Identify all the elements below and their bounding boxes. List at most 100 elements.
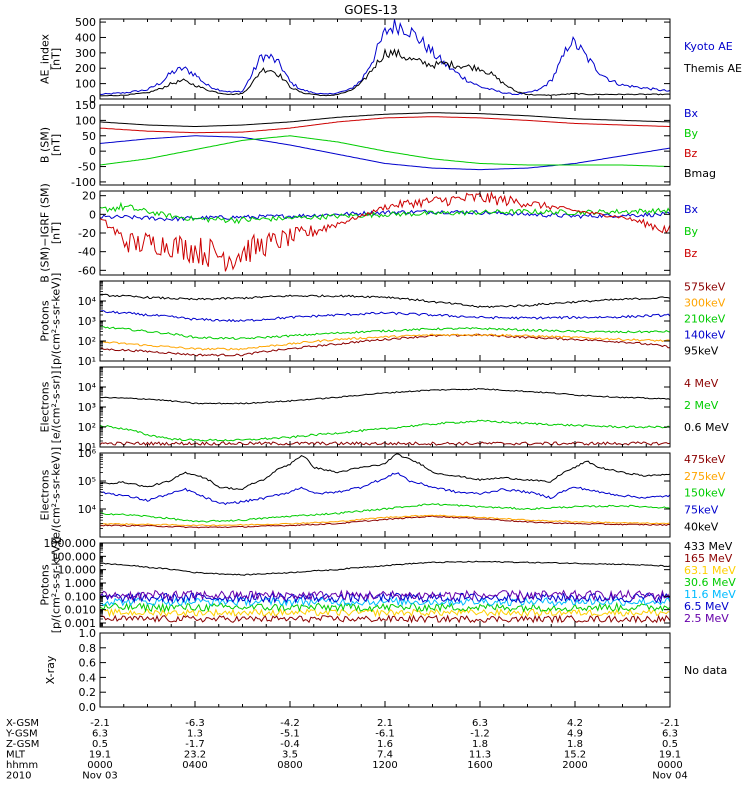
footer-value: -1.2 — [470, 729, 490, 740]
footer-value: -2.1 — [660, 718, 680, 729]
legend-entry: 433 MeV — [684, 540, 733, 553]
y-tick-label: 10¹ — [78, 355, 96, 368]
no-data-note: No data — [684, 664, 727, 677]
legend-entry: 0.6 MeV — [684, 421, 729, 434]
legend-entry: 40keV — [684, 520, 719, 533]
legend-entry: By — [684, 225, 699, 238]
footer-value: 0.5 — [92, 739, 108, 750]
y-tick-label: 0.8 — [79, 642, 97, 655]
y-tick-label: 10² — [78, 335, 96, 348]
panel-frame — [99, 632, 671, 708]
footer-row-label: hhmm — [6, 760, 38, 771]
y-tick-label: 10⁵ — [78, 475, 96, 488]
legend-entry: 210keV — [684, 313, 726, 326]
y-tick-label: 500 — [75, 16, 96, 29]
panel-frame — [99, 18, 671, 100]
panel-electrons_kev: 10⁴ 10⁵ 10⁶ Electrons[e/(cm²-s-sr-keV)] 475k… — [39, 447, 726, 543]
y-tick-label: 0.4 — [79, 671, 97, 684]
y-axis-label: B (SM)−IGRF (SM) — [39, 183, 52, 283]
y-tick-label: -50 — [78, 161, 96, 174]
footer-value: -6.1 — [375, 729, 395, 740]
series-line-bsm-1 — [99, 135, 670, 167]
panel-ae: 0 100 200 300 400 500 AE_index[nT] Kyoto AE Them… — [39, 16, 742, 106]
y-tick-label: 50 — [82, 130, 96, 143]
legend-entry: 2 MeV — [684, 399, 719, 412]
footer-value: 7.4 — [377, 750, 393, 761]
legend-entry: 63.1 MeV — [684, 564, 736, 577]
y-tick-label: 1000.000 — [44, 537, 97, 550]
y-axis-label: Protons — [39, 300, 52, 341]
panel-frame — [99, 104, 671, 186]
footer-value: 23.2 — [184, 750, 206, 761]
footer-value: 19.1 — [89, 750, 111, 761]
series-line-protons_mev-4 — [99, 595, 671, 608]
footer-value: 6.3 — [472, 718, 488, 729]
y-tick-label: -40 — [78, 246, 96, 259]
footer-value: 4.9 — [567, 729, 583, 740]
legend-entry: 475keV — [684, 453, 726, 466]
footer-value: 1.8 — [472, 739, 488, 750]
panel-frame — [99, 190, 671, 276]
legend-entry: 165 MeV — [684, 552, 733, 565]
y-tick-label: 10³ — [78, 401, 96, 414]
legend-entry: 300keV — [684, 297, 726, 310]
legend-entry: 150keV — [684, 487, 726, 500]
legend-entry: 275keV — [684, 470, 726, 483]
y-tick-label: 10⁶ — [78, 447, 97, 460]
y-axis-label: [e/(cm²-s-sr)] — [50, 371, 63, 444]
series-line-electrons_kev-0 — [99, 515, 671, 529]
y-tick-label: 400 — [75, 31, 96, 44]
legend-entry: Themis AE — [683, 62, 742, 75]
footer-value: -2.1 — [90, 718, 110, 729]
y-axis-label: X-ray — [44, 655, 57, 684]
series-line-protons_mev-2 — [99, 607, 671, 618]
y-tick-label: 100.000 — [51, 550, 97, 563]
y-tick-label: 10⁴ — [78, 295, 97, 308]
series-line-electrons_kev-4 — [99, 453, 671, 491]
panel-bsm: -100 -50 0 50 100 150 B (SM)[nT] Bx By Bz Bmag — [39, 99, 717, 189]
y-tick-label: -20 — [78, 227, 96, 240]
legend-entry: Kyoto AE — [684, 40, 733, 53]
y-tick-label: 100 — [75, 114, 96, 127]
panel-xray: 0.0 0.2 0.40.6 0.8 1.0 X-ray No data — [44, 627, 727, 714]
footer-row-label: MLT — [6, 750, 26, 761]
footer-value: -0.4 — [280, 739, 300, 750]
legend-entry: 4 MeV — [684, 377, 719, 390]
footer-value: 1600 — [467, 760, 492, 771]
series-line-protons_mev-0 — [99, 560, 671, 576]
y-tick-label: 10³ — [78, 315, 96, 328]
panel-protons: 10¹ 10² 10³ 10⁴ Protons[p/(cm²-s-sr-keV)] 575… — [39, 273, 726, 370]
legend-entry: Bx — [684, 107, 699, 120]
footer-value: 15.2 — [564, 750, 586, 761]
panel-electrons_mev: 10¹ 10² 10³ 10⁴ Electrons[e/(cm²-s-sr)] 4 MeV… — [39, 366, 729, 454]
footer-value: Nov 04 — [652, 771, 687, 782]
footer-row-label: 2010 — [6, 771, 31, 782]
footer-value: -4.2 — [280, 718, 300, 729]
footer-value: 6.3 — [92, 729, 108, 740]
series-line-electrons_kev-1 — [99, 514, 671, 527]
legend-entry: 140keV — [684, 329, 726, 342]
series-line-ae-1 — [99, 47, 671, 97]
panel-protons_mev: 0.0010.0100.1001.00010.000100.0001000.00… — [39, 537, 737, 634]
y-tick-label: 200 — [75, 62, 96, 75]
footer-value: Nov 03 — [82, 771, 117, 782]
series-line-bsm-0 — [99, 135, 671, 171]
series-line-protons-1 — [99, 333, 671, 351]
y-tick-label: 20 — [82, 190, 96, 203]
y-axis-label: [p/(cm²-s-sr-keV)] — [50, 273, 63, 370]
footer-row-label: X-GSM — [6, 718, 39, 729]
y-tick-label: -60 — [78, 264, 96, 277]
footer-value: 19.1 — [659, 750, 681, 761]
series-line-protons-2 — [99, 326, 671, 340]
legend-entry: Bx — [684, 203, 699, 216]
footer-value: 0800 — [277, 760, 302, 771]
footer-value: 0000 — [87, 760, 112, 771]
panel-frame — [99, 366, 671, 448]
y-tick-label: 0 — [89, 93, 96, 106]
legend-entry: 75keV — [684, 503, 719, 516]
series-line-protons-4 — [99, 293, 671, 309]
y-axis-label: Electrons — [39, 381, 52, 432]
footer-row-label: Z-GSM — [6, 739, 39, 750]
y-tick-label: 0.001 — [65, 617, 97, 630]
